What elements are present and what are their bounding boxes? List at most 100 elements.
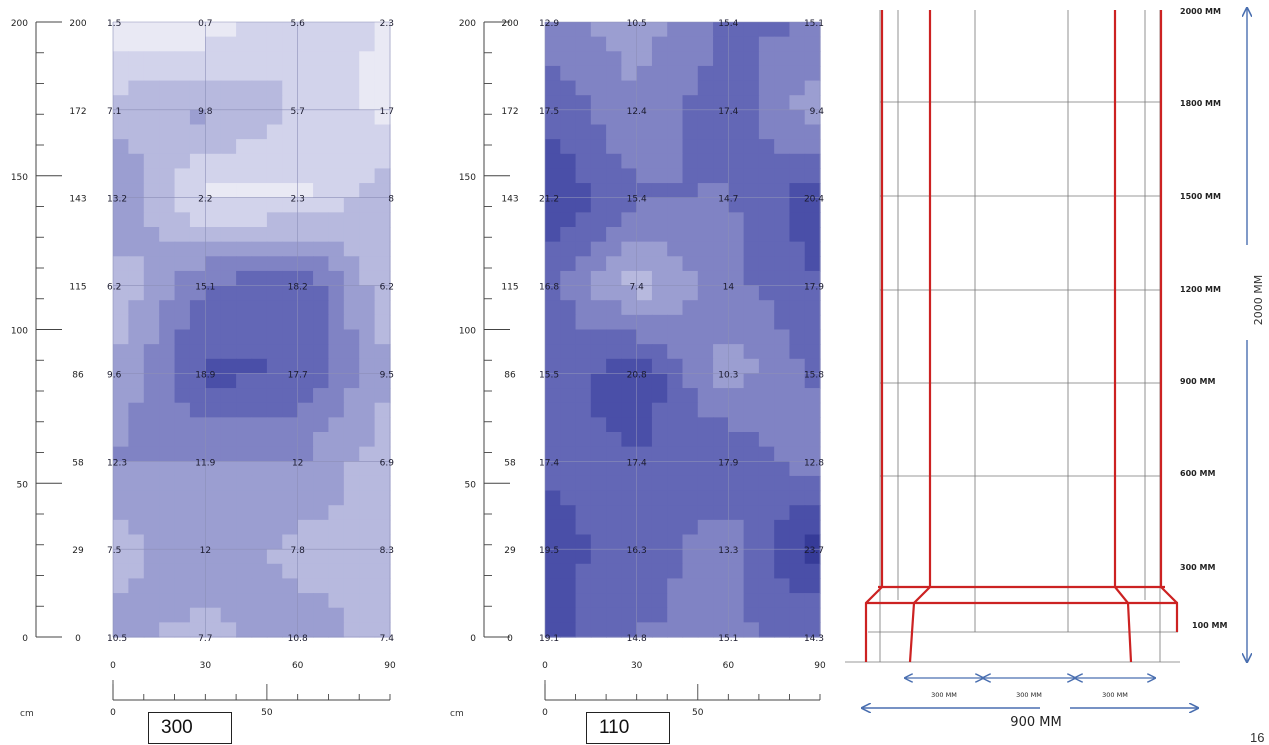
heatmap-cell <box>636 256 653 272</box>
heatmap-cell <box>774 270 791 287</box>
heatmap-cell <box>313 329 330 345</box>
heatmap-cell <box>359 563 376 580</box>
heatmap-cell <box>758 607 775 623</box>
heatmap-cell <box>189 109 206 126</box>
heatmap-cell <box>575 183 592 199</box>
heatmap-cell <box>682 358 699 375</box>
heatmap-cell <box>667 388 684 404</box>
heatmap-cell <box>789 183 806 199</box>
heatmap-cell <box>297 95 314 111</box>
heatmap-cell <box>697 109 714 126</box>
heatmap-cell <box>113 22 129 38</box>
heatmap-cell <box>328 95 345 111</box>
heatmap-cell <box>236 475 253 492</box>
heatmap-cell <box>789 227 806 243</box>
col-labels-left: 0 30 60 90 <box>110 661 396 671</box>
value-label: 5.7 <box>291 107 305 117</box>
heatmap-cell <box>621 446 638 462</box>
heatmap-cell <box>560 402 577 418</box>
heatmap-cell <box>251 358 268 375</box>
heatmap-cell <box>266 519 283 536</box>
heatmap-cell <box>374 417 391 433</box>
heatmap-cell <box>713 22 729 38</box>
heatmap-cell <box>774 65 791 82</box>
heatmap-cell <box>143 314 160 331</box>
heatmap-cell <box>804 446 821 462</box>
heatmap-cell <box>636 593 653 609</box>
heatmap-cell <box>205 139 222 155</box>
heatmap-cell <box>189 344 206 360</box>
heatmap-cell <box>159 22 176 38</box>
heatmap-cell <box>297 578 314 594</box>
heatmap-cell <box>774 183 791 199</box>
heatmap-cell <box>236 314 253 331</box>
heatmap-cell <box>575 593 592 609</box>
heatmap-cell <box>174 358 191 375</box>
grid-lines-left <box>112 21 391 638</box>
heatmap-cell <box>143 168 160 184</box>
height-label: 1200 MM <box>1180 285 1221 294</box>
heatmap-cell <box>621 578 638 594</box>
heatmap-cell <box>682 227 699 243</box>
value-label: 15.1 <box>804 19 824 29</box>
heatmap-cell <box>743 36 760 52</box>
heatmap-cell <box>545 109 561 126</box>
heatmap-cell <box>743 563 760 580</box>
heatmap-cell <box>682 373 699 389</box>
heatmap-cell <box>189 168 206 184</box>
heatmap-cell <box>758 519 775 536</box>
value-label: 17.4 <box>539 458 559 468</box>
heatmap-cell <box>143 80 160 96</box>
heatmap-cell <box>636 270 653 287</box>
heatmap-cell <box>220 153 237 170</box>
heatmap-cell <box>205 373 222 389</box>
heatmap-cell <box>266 490 283 506</box>
heatmap-cell <box>113 36 129 52</box>
heatmap-cell <box>713 329 729 345</box>
heatmap-cell <box>774 80 791 96</box>
heatmap-cell <box>743 461 760 477</box>
heatmap-cell <box>113 622 129 638</box>
heatmap-cell <box>113 197 129 213</box>
heatmap-cell <box>804 285 821 301</box>
heatmap-cell <box>789 563 806 580</box>
heatmap-cell <box>236 344 253 360</box>
heatmap-cell <box>758 563 775 580</box>
heatmap-cell <box>128 578 145 594</box>
heatmap-cell <box>282 256 299 272</box>
heatmap-cell <box>789 212 806 228</box>
heatmap-cell <box>774 622 791 638</box>
heatmap-cell <box>159 475 176 492</box>
heatmap-cell <box>636 549 653 565</box>
heatmap-cell <box>343 461 360 477</box>
heatmap-cell <box>282 95 299 111</box>
heatmap-cell <box>743 153 760 170</box>
heatmap-cell <box>560 461 577 477</box>
heatmap-cell <box>328 241 345 257</box>
heatmap-cell <box>575 300 592 316</box>
heatmap-cell <box>220 109 237 126</box>
value-label: 21.2 <box>539 195 559 205</box>
heatmap-cell <box>236 168 253 184</box>
heatmap-cell <box>297 168 314 184</box>
heatmap-cell <box>545 168 561 184</box>
heatmap-cell <box>128 300 145 316</box>
heatmap-cell <box>313 475 330 492</box>
heatmap-cell <box>189 256 206 272</box>
heatmap-cell <box>758 256 775 272</box>
heatmap-cell <box>575 388 592 404</box>
heatmap-cell <box>282 417 299 433</box>
heatmap-cell <box>220 593 237 609</box>
heatmap-cell <box>728 51 745 67</box>
heatmap-cell <box>174 65 191 82</box>
heatmap-cell <box>313 563 330 580</box>
heatmap-cell <box>636 227 653 243</box>
heatmap-cell <box>359 329 376 345</box>
heatmap-cell <box>374 373 391 389</box>
heatmap-cell <box>128 490 145 506</box>
value-label: 23.7 <box>804 546 824 556</box>
heatmap-cell <box>282 285 299 301</box>
heatmap-cell <box>682 622 699 638</box>
total-width-label: 900 MM <box>1010 715 1061 730</box>
heatmap-cell <box>651 22 668 38</box>
